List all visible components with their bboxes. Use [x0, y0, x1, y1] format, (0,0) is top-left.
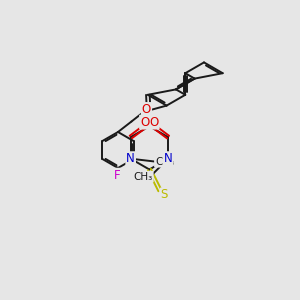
Text: O: O — [149, 116, 159, 129]
Text: S: S — [161, 188, 168, 202]
Text: O: O — [142, 103, 151, 116]
Text: CH₃: CH₃ — [155, 157, 174, 167]
Text: N: N — [126, 152, 135, 165]
Text: O: O — [140, 116, 149, 129]
Text: N: N — [164, 152, 172, 165]
Text: CH₃: CH₃ — [134, 172, 153, 182]
Text: F: F — [114, 169, 121, 182]
